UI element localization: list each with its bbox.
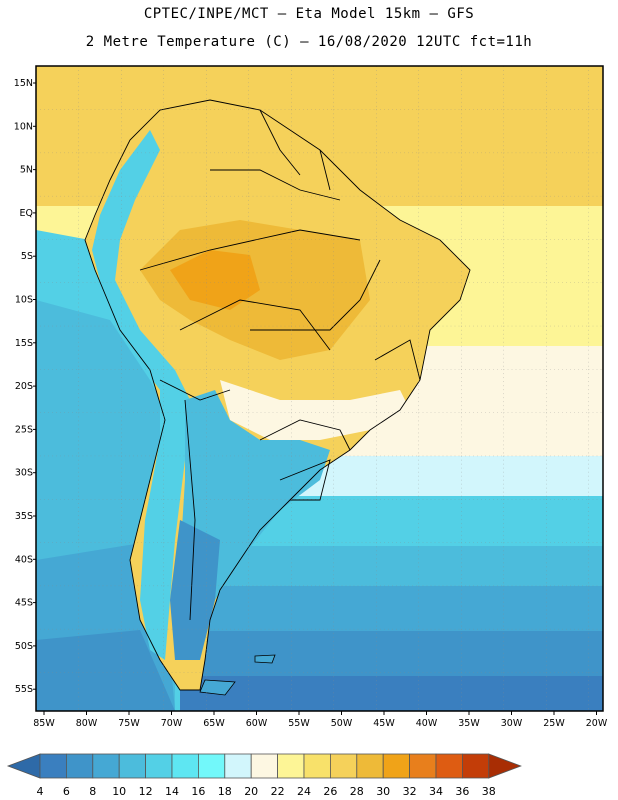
- lat-label: 20S: [15, 381, 33, 392]
- colorbar-label: 24: [297, 785, 311, 798]
- colorbar-label: 22: [271, 785, 285, 798]
- lat-label: 5S: [21, 251, 33, 262]
- lon-label: 30W: [501, 718, 523, 729]
- colorbar-bin: [92, 753, 120, 779]
- colorbar-bin: [250, 753, 278, 779]
- map-frame: [35, 65, 604, 712]
- lon-label: 75W: [118, 718, 140, 729]
- colorbar-arrow-high: [488, 753, 522, 779]
- lat-label: 25S: [15, 424, 33, 435]
- lon-label: 80W: [76, 718, 98, 729]
- colorbar-bin: [118, 753, 146, 779]
- colorbar-bin: [435, 753, 463, 779]
- lon-label: 70W: [161, 718, 183, 729]
- lat-label: 10N: [14, 121, 33, 132]
- colorbar-bin: [39, 753, 67, 779]
- colorbar-label: 38: [482, 785, 496, 798]
- longitude-labels: 85W 80W 75W 70W 65W 60W 55W 50W 45W 40W 35W 30W 25W 2…: [33, 711, 608, 729]
- colorbar-label: 12: [139, 785, 153, 798]
- lon-label: 85W: [33, 718, 55, 729]
- colorbar-bin: [409, 753, 437, 779]
- lat-label: 45S: [15, 598, 33, 609]
- colorbar-bin: [145, 753, 173, 779]
- colorbar-bin: [224, 753, 252, 779]
- colorbar-bin: [382, 753, 411, 779]
- colorbar-label: 4: [37, 785, 44, 798]
- colorbar-bin: [171, 753, 199, 779]
- latitude-labels: 15N 10N 5N EQ 5S 10S 15S 20S 25S 30S 35S 40S 45S 50S 5…: [14, 78, 36, 695]
- colorbar-label: 20: [244, 785, 258, 798]
- colorbar: [6, 753, 522, 779]
- colorbar-labels: 4 6 8 10 12 14 16 18 20 22 24 26 28 30 32 34 36 38: [37, 785, 496, 798]
- map-title-line-1: CPTEC/INPE/MCT – Eta Model 15km – GFS: [143, 6, 475, 22]
- lon-label: 55W: [288, 718, 310, 729]
- colorbar-bin: [303, 753, 331, 779]
- lat-label: 15N: [14, 78, 33, 89]
- lon-label: 65W: [203, 718, 225, 729]
- lat-label: 10S: [15, 295, 33, 306]
- colorbar-bin: [356, 753, 384, 779]
- colorbar-label: 26: [323, 785, 337, 798]
- lon-label: 45W: [373, 718, 395, 729]
- lon-label: 40W: [416, 718, 438, 729]
- lon-label: 25W: [543, 718, 565, 729]
- colorbar-bin: [277, 753, 305, 779]
- lat-label: 55S: [15, 684, 33, 695]
- colorbar-label: 10: [112, 785, 126, 798]
- colorbar-label: 36: [455, 785, 469, 798]
- colorbar-label: 34: [429, 785, 443, 798]
- colorbar-label: 28: [350, 785, 364, 798]
- colorbar-label: 18: [218, 785, 232, 798]
- lat-label: 5N: [20, 165, 33, 176]
- colorbar-label: 30: [376, 785, 390, 798]
- lat-label: 35S: [15, 511, 33, 522]
- lon-label: 50W: [331, 718, 353, 729]
- lon-label: 35W: [458, 718, 480, 729]
- colorbar-bin: [66, 753, 94, 779]
- colorbar-bin: [329, 753, 358, 779]
- lat-label: 15S: [15, 338, 33, 349]
- lon-label: 60W: [246, 718, 268, 729]
- map-field: [36, 66, 603, 711]
- map-title-line-2: 2 Metre Temperature (C) – 16/08/2020 12U…: [85, 34, 533, 50]
- colorbar-label: 32: [403, 785, 417, 798]
- lat-label: 40S: [15, 554, 33, 565]
- lat-label: 30S: [15, 468, 33, 479]
- colorbar-bin: [461, 753, 490, 779]
- colorbar-label: 14: [165, 785, 179, 798]
- colorbar-arrow-low: [6, 753, 41, 779]
- colorbar-label: 16: [191, 785, 205, 798]
- colorbar-label: 8: [89, 785, 96, 798]
- lat-label: 50S: [15, 641, 33, 652]
- colorbar-label: 6: [63, 785, 70, 798]
- lat-label: EQ: [20, 208, 33, 219]
- lon-label: 20W: [586, 718, 608, 729]
- colorbar-bin: [197, 753, 226, 779]
